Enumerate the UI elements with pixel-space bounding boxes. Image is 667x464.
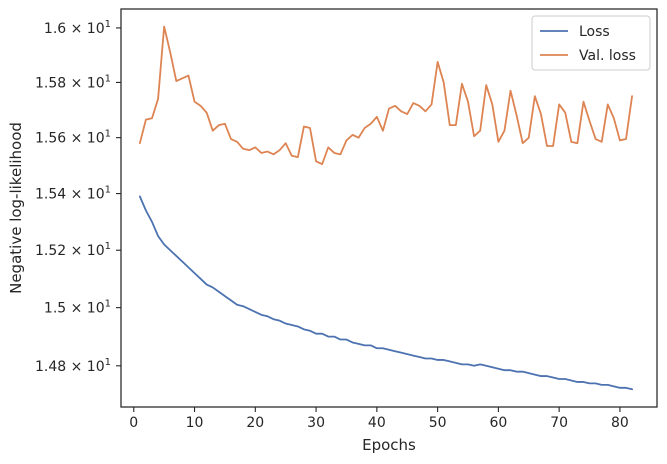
x-tick-label: 80 — [611, 415, 629, 431]
legend-label-loss: Loss — [579, 24, 610, 40]
x-tick-label: 50 — [429, 415, 447, 431]
x-tick-label: 70 — [550, 415, 568, 431]
x-axis-label: Epochs — [362, 436, 416, 454]
x-tick-label: 30 — [307, 415, 325, 431]
legend-label-val-loss: Val. loss — [579, 48, 636, 64]
y-tick-label: 1.5 × 101 — [44, 299, 111, 317]
y-tick-label: 1.6 × 101 — [44, 19, 111, 37]
y-tick-label: 1.54 × 101 — [35, 185, 111, 203]
x-tick-label: 0 — [129, 415, 138, 431]
series-line-loss — [138, 195, 633, 391]
series-line-val-loss — [138, 25, 633, 166]
y-axis: 1.48 × 101 1.5 × 101 1.52 × 101 1.54 × 101 1… — [35, 19, 121, 375]
plot-frame — [120, 8, 658, 408]
x-tick-label: 60 — [489, 415, 507, 431]
x-tick-label: 20 — [246, 415, 264, 431]
legend: Loss Val. loss — [531, 15, 651, 71]
legend-box — [531, 15, 651, 71]
y-tick-label: 1.58 × 101 — [35, 73, 111, 91]
x-tick-label: 10 — [186, 415, 204, 431]
y-tick-label: 1.52 × 101 — [35, 241, 111, 259]
series-layer — [138, 25, 633, 391]
y-axis-label: Negative log-likelihood — [7, 122, 25, 294]
x-tick-label: 40 — [368, 415, 386, 431]
y-tick-label: 1.48 × 101 — [35, 357, 111, 375]
x-axis: 0 10 20 30 40 50 60 70 80 — [129, 407, 629, 431]
y-tick-label: 1.56 × 101 — [35, 129, 111, 147]
